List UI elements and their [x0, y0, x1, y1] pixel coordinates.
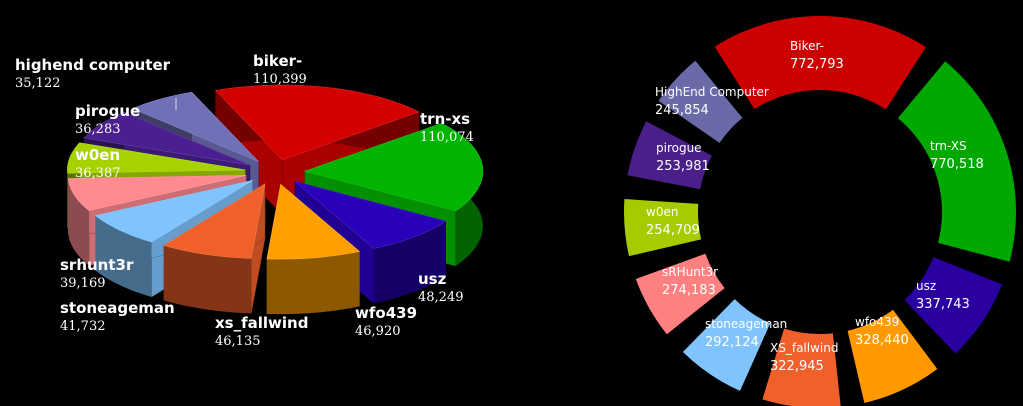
donut-label: trn-XS [930, 139, 967, 153]
pie3d-slice-face [95, 215, 152, 297]
donut-value-label: 770,518 [930, 157, 984, 172]
pie3d-label: trn-xs [420, 110, 470, 128]
donut-slice [847, 309, 938, 403]
donut-label: HighEnd Computer [655, 85, 769, 99]
pie3d-slice-top [67, 175, 247, 211]
pie3d-slice-face [373, 221, 446, 304]
pie3d-slice-top [163, 183, 266, 259]
pie3d-slice-face [163, 245, 252, 314]
donut-slice [635, 253, 725, 335]
pie3d-slice-top [294, 181, 447, 249]
donut-slice [627, 121, 712, 190]
pie3d-label: stoneageman [60, 299, 175, 317]
donut-label: pirogue [656, 141, 702, 155]
donut-label: usz [916, 279, 936, 293]
pie3d-value-label: 39,169 [60, 276, 106, 291]
pie3d-value-label: 46,135 [215, 334, 261, 349]
donut-label: wfo439 [855, 315, 899, 329]
donut-value-label: 337,743 [916, 297, 970, 312]
pie3d-value-label: 41,732 [60, 319, 106, 334]
donut-label: w0en [646, 205, 678, 219]
donut-label: stoneageman [705, 317, 787, 331]
pie3d-slice-top [131, 91, 259, 162]
pie3d-slice-top [67, 142, 246, 174]
pie3d-label: wfo439 [355, 304, 417, 322]
pie3d-value-label: 110,074 [420, 130, 474, 145]
pie3d-slice-top [303, 122, 484, 212]
pie3d-slice-top [83, 111, 251, 166]
donut-value-label: 245,854 [655, 103, 709, 118]
donut-slice [682, 299, 771, 391]
donut-label: Biker- [790, 39, 824, 53]
pie3d-label: srhunt3r [60, 256, 134, 274]
donut-chart: Biker- 772,793 trn-XS 770,518 usz 337,743 wfo4… [624, 15, 1017, 406]
pie3d-slice [163, 183, 266, 314]
pie3d-slice-face [266, 251, 360, 315]
pie3d-label: biker- [253, 52, 302, 70]
donut-slice [904, 257, 1003, 354]
donut-slice [714, 15, 926, 110]
pie3d-slice-top [266, 183, 361, 260]
pie3d-label: usz [418, 270, 447, 288]
pie3d-label: highend computer [15, 56, 171, 74]
pie3d-slice-top [215, 84, 420, 161]
pie3d-value-label: 48,249 [418, 290, 464, 305]
donut-value-label: 274,183 [662, 283, 716, 298]
pie3d-label: w0en [75, 146, 120, 164]
donut-value-label: 772,793 [790, 57, 844, 72]
pie3d-label: xs_fallwind [215, 314, 308, 332]
pie3d-value-label: 35,122 [15, 76, 61, 91]
pie3d-label: pirogue [75, 102, 140, 120]
donut-value-label: 328,440 [855, 333, 909, 348]
donut-slice [658, 60, 743, 143]
pie3d-slice-face [68, 178, 90, 266]
pie3d-value-label: 36,387 [75, 166, 121, 181]
donut-label: XS_fallwind [770, 341, 838, 355]
pie3d-value-label: 110,399 [253, 72, 307, 87]
donut-slice [624, 199, 702, 257]
donut-slice [897, 61, 1017, 262]
pie3d-value-label: 46,920 [355, 324, 401, 339]
donut-slice [762, 328, 841, 406]
pie3d-value-label: 36,283 [75, 122, 121, 137]
donut-value-label: 254,709 [646, 223, 700, 238]
pie3d-slice [266, 183, 361, 315]
donut-label: sRHunt3r [662, 265, 718, 279]
pie-chart-3d: biker- 110,399 trn-xs 110,074 usz 48,249wfo43… [15, 52, 484, 349]
donut-value-label: 253,981 [656, 159, 710, 174]
donut-value-label: 322,945 [770, 359, 824, 374]
donut-value-label: 292,124 [705, 335, 759, 350]
pie3d-slice-top [94, 180, 253, 243]
